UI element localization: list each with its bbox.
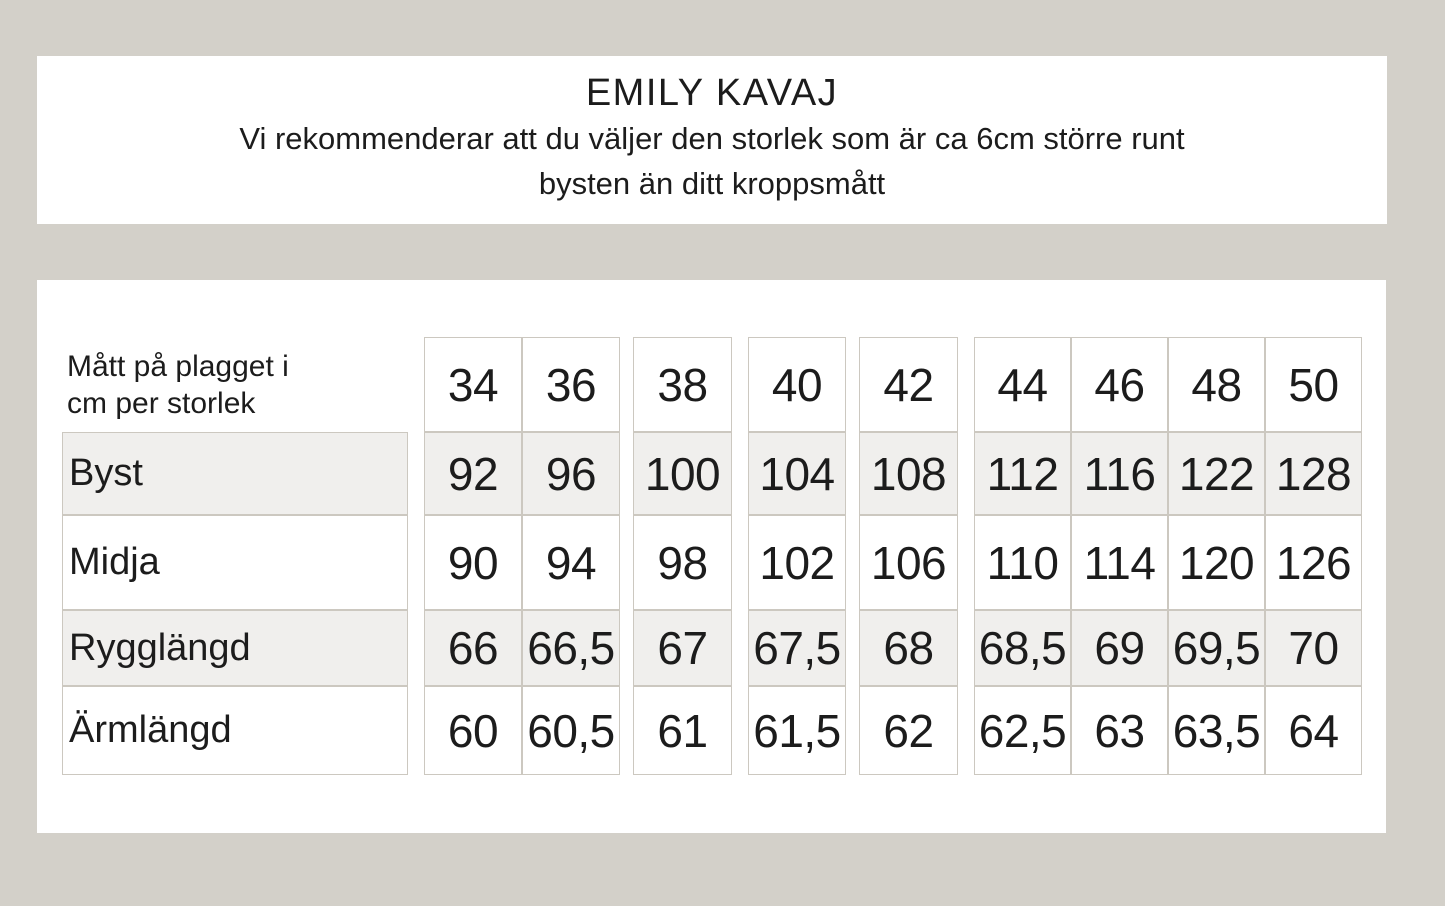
value-cell: 68: [859, 610, 958, 686]
value-cell: 110: [974, 515, 1071, 610]
size-chart: Mått på plagget i cm per storlek Byst Mi…: [62, 337, 1362, 775]
value-cell: 62,5: [974, 686, 1071, 775]
size-chart-panel: Mått på plagget i cm per storlek Byst Mi…: [37, 280, 1386, 833]
header-subtitle-line2: bysten än ditt kroppsmått: [538, 166, 886, 201]
value-cell: 102: [748, 515, 846, 610]
value-cell: 90: [424, 515, 522, 610]
value-cell: 106: [859, 515, 958, 610]
value-cell: 114: [1071, 515, 1168, 610]
size-header-cell: 42: [859, 337, 958, 432]
value-cell: 100: [633, 432, 732, 515]
size-header-cell: 40: [748, 337, 846, 432]
value-cell: 69,5: [1168, 610, 1265, 686]
value-cell: 70: [1265, 610, 1362, 686]
value-cell: 68,5: [974, 610, 1071, 686]
header-panel: EMILY KAVAJ Vi rekommenderar att du välj…: [37, 56, 1387, 224]
row-label-armlangd: Ärmlängd: [62, 686, 408, 775]
value-cell: 112: [974, 432, 1071, 515]
value-cell: 66,5: [522, 610, 620, 686]
value-cell: 62: [859, 686, 958, 775]
value-cell: 108: [859, 432, 958, 515]
size-group-44-50: 44 46 48 50 112 116 122 128 110 114 120 …: [974, 337, 1362, 775]
value-cell: 67: [633, 610, 732, 686]
size-header-cell: 50: [1265, 337, 1362, 432]
value-cell: 98: [633, 515, 732, 610]
size-group-38: 38 100 98 67 61: [633, 337, 732, 775]
value-cell: 116: [1071, 432, 1168, 515]
value-cell: 60: [424, 686, 522, 775]
value-cell: 64: [1265, 686, 1362, 775]
value-cell: 92: [424, 432, 522, 515]
size-header-cell: 44: [974, 337, 1071, 432]
value-cell: 94: [522, 515, 620, 610]
row-label-rygglangd: Rygglängd: [62, 610, 408, 686]
header-subtitle-line1: Vi rekommenderar att du väljer den storl…: [239, 121, 1185, 156]
row-label-byst: Byst: [62, 432, 408, 515]
value-cell: 122: [1168, 432, 1265, 515]
size-group-34-36: 34 36 92 96 90 94 66 66,5 60 60,5: [424, 337, 620, 775]
value-cell: 67,5: [748, 610, 846, 686]
value-cell: 61,5: [748, 686, 846, 775]
value-cell: 69: [1071, 610, 1168, 686]
value-cell: 60,5: [522, 686, 620, 775]
value-cell: 63: [1071, 686, 1168, 775]
size-group-40: 40 104 102 67,5 61,5: [748, 337, 846, 775]
value-cell: 120: [1168, 515, 1265, 610]
size-header-cell: 36: [522, 337, 620, 432]
label-column: Mått på plagget i cm per storlek Byst Mi…: [62, 337, 408, 775]
value-cell: 61: [633, 686, 732, 775]
size-header-cell: 38: [633, 337, 732, 432]
size-header-cell: 48: [1168, 337, 1265, 432]
value-cell: 66: [424, 610, 522, 686]
corner-label: Mått på plagget i cm per storlek: [67, 349, 289, 420]
page-title: EMILY KAVAJ: [585, 72, 839, 114]
value-cell: 96: [522, 432, 620, 515]
value-cell: 126: [1265, 515, 1362, 610]
size-header-cell: 46: [1071, 337, 1168, 432]
value-cell: 128: [1265, 432, 1362, 515]
value-cell: 63,5: [1168, 686, 1265, 775]
row-label-midja: Midja: [62, 515, 408, 610]
size-header-cell: 34: [424, 337, 522, 432]
value-cell: 104: [748, 432, 846, 515]
size-group-42: 42 108 106 68 62: [859, 337, 958, 775]
